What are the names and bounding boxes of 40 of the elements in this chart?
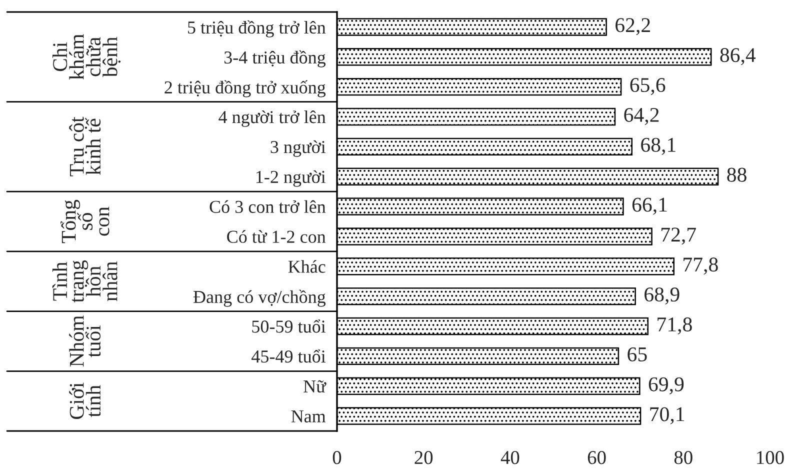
data-label: 71,8 [658, 317, 692, 334]
data-label: 86,4 [720, 48, 756, 66]
data-label: 62,2 [616, 18, 650, 36]
data-label: 66,1 [632, 198, 667, 215]
x-tick-label: 60 [588, 451, 606, 464]
y-tick-label: Nam [291, 410, 326, 422]
y-tick-label: Có 3 con trở lên [210, 200, 326, 213]
y-tick-label: Có từ 1-2 con [227, 230, 326, 243]
data-label: 77,8 [684, 258, 718, 275]
x-tick-label: 40 [500, 451, 520, 464]
data-label: 69,9 [648, 377, 684, 394]
data-label: 68,9 [644, 287, 680, 305]
y-tick-label: 5 triệu đồng trở lên [188, 20, 326, 38]
data-label: 68,1 [641, 138, 676, 155]
data-label: 72,7 [662, 228, 696, 245]
y-tick-label: 4 người trở lên [218, 110, 326, 127]
y-tick-label: 3 người [270, 140, 326, 157]
x-tick-label: 20 [414, 451, 433, 464]
y-tick-label: 2 triệu đồng trở xuống [164, 80, 326, 98]
data-label: 88 [727, 168, 746, 182]
x-tick-label: 0 [332, 451, 342, 464]
text: Chi khám chữa bệnh [52, 34, 121, 80]
text: Nhóm tuổi [69, 316, 101, 367]
x-tick-label: 100 [757, 451, 784, 464]
data-label: 64,2 [624, 108, 659, 125]
data-label: 70,1 [650, 407, 684, 424]
y-tick-label: 50-59 tuổi [252, 319, 326, 333]
x-tick-label: 80 [674, 451, 692, 464]
text: Trụ cột kinh tế [69, 116, 101, 176]
text: Giới tính [69, 382, 101, 420]
y-tick-label: 1-2 người [256, 170, 326, 187]
data-label: 65,6 [630, 78, 666, 96]
data-label: 65 [628, 347, 647, 362]
y-tick-label: Đang có vợ/chồng [193, 290, 326, 307]
y-tick-label: 45-49 tuổi [252, 349, 326, 363]
y-tick-label: Khác [288, 260, 326, 273]
text: Tổng số con [60, 200, 110, 244]
y-tick-label: Nữ [304, 380, 326, 393]
text: Tình trạng hôn nhân [52, 260, 118, 303]
y-tick-label: 3-4 triệu đồng [224, 50, 326, 68]
